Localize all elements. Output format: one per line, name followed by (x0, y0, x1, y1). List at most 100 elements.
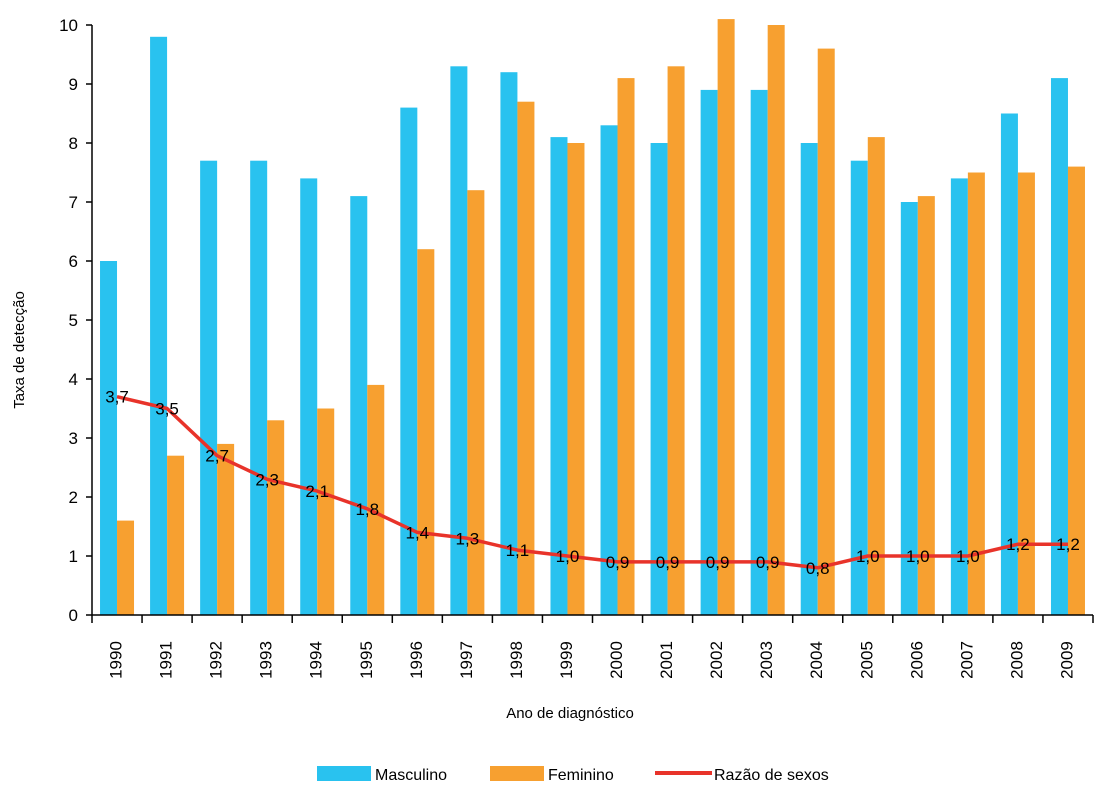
x-tick-label-1991: 1991 (157, 641, 176, 679)
bar-masculino-2004 (800, 143, 818, 615)
bar-feminino-2006 (917, 196, 935, 615)
bar-feminino-2001 (667, 66, 685, 616)
bar-feminino-2007 (967, 172, 985, 615)
bar-feminino-2004 (817, 48, 835, 616)
bar-masculino-2002 (700, 89, 718, 615)
ratio-data-label-1995: 1,8 (355, 500, 379, 519)
x-tick-label-1995: 1995 (357, 641, 376, 679)
bar-masculino-1994 (300, 178, 318, 615)
x-tick-label-2002: 2002 (707, 641, 726, 679)
bar-masculino-2009 (1050, 78, 1068, 616)
bar-masculino-2006 (900, 202, 918, 615)
x-tick-label-1997: 1997 (457, 641, 476, 679)
x-tick-label-2009: 2009 (1057, 641, 1076, 679)
bar-masculino-1995 (350, 196, 368, 615)
ratio-data-label-2005: 1,0 (856, 547, 880, 566)
bar-masculino-1999 (550, 137, 568, 615)
legend-label-razao-de-sexos: Razão de sexos (714, 767, 829, 783)
bar-masculino-1998 (500, 72, 518, 615)
x-tick-label-1992: 1992 (207, 641, 226, 679)
y-tick-label-3: 3 (69, 429, 78, 448)
ratio-data-label-1998: 1,1 (506, 541, 530, 560)
bar-masculino-1993 (250, 160, 268, 615)
ratio-data-label-2000: 0,9 (606, 553, 630, 572)
x-tick-label-1999: 1999 (557, 641, 576, 679)
bar-masculino-1996 (400, 107, 418, 615)
y-tick-label-9: 9 (69, 75, 78, 94)
bar-masculino-2007 (950, 178, 968, 615)
bar-feminino-1991 (167, 455, 185, 615)
ratio-data-label-2009: 1,2 (1056, 535, 1080, 554)
ratio-data-label-1990: 3,7 (105, 388, 129, 407)
legend: Masculino Feminino Razão de sexos (317, 766, 829, 784)
bar-feminino-2000 (617, 78, 635, 616)
y-tick-label-7: 7 (69, 193, 78, 212)
bar-feminino-1998 (517, 101, 535, 615)
x-tick-label-2004: 2004 (807, 641, 826, 679)
y-tick-label-5: 5 (69, 311, 78, 330)
ratio-data-label-1993: 2,3 (255, 470, 279, 489)
ratio-data-label-2008: 1,2 (1006, 535, 1030, 554)
ratio-data-label-2002: 0,9 (706, 553, 730, 572)
bars-layer (100, 19, 1085, 616)
data-labels: 3,7 3,5 2,7 2,3 2,1 1,8 1,4 1,3 1,1 1,0 0,9 0,9 0,9 0… (105, 388, 1080, 578)
bar-masculino-2001 (650, 143, 668, 615)
ratio-data-label-2004: 0,8 (806, 559, 830, 578)
x-tick-label-1994: 1994 (307, 641, 326, 679)
y-tick-label-0: 0 (69, 606, 78, 625)
x-tick-label-2006: 2006 (907, 641, 926, 679)
bar-feminino-1999 (567, 143, 585, 615)
x-tick-label-2003: 2003 (757, 641, 776, 679)
bar-masculino-2008 (1000, 113, 1018, 615)
x-ticks: 1990 1991 1992 1993 1994 1995 1996 1997 1998 1999… (91, 615, 1094, 679)
ratio-line-layer (116, 394, 1068, 570)
legend-swatch-feminino (490, 766, 544, 781)
x-tick-label-2000: 2000 (607, 641, 626, 679)
x-tick-label-1993: 1993 (257, 641, 276, 679)
x-tick-label-2001: 2001 (657, 641, 676, 679)
legend-label-feminino: Feminino (548, 767, 614, 783)
bar-masculino-1991 (150, 36, 168, 616)
legend-swatch-masculino (317, 766, 371, 781)
ratio-line (116, 394, 1068, 570)
bar-masculino-1990 (100, 261, 118, 615)
bar-masculino-2005 (850, 160, 868, 615)
x-tick-label-2008: 2008 (1007, 641, 1026, 679)
ratio-data-label-1992: 2,7 (205, 447, 229, 466)
bar-feminino-2005 (867, 137, 885, 615)
x-tick-label-1998: 1998 (507, 641, 526, 679)
legend-label-masculino: Masculino (375, 767, 447, 783)
x-tick-label-1990: 1990 (107, 641, 126, 679)
ratio-data-label-1997: 1,3 (456, 529, 480, 548)
bar-feminino-1993 (267, 420, 285, 615)
x-tick-label-2007: 2007 (957, 641, 976, 679)
bar-masculino-1997 (450, 66, 468, 616)
bar-feminino-1996 (417, 249, 435, 615)
y-tick-label-10: 10 (59, 16, 78, 35)
x-axis-title: Ano de diagnóstico (506, 705, 634, 722)
bar-feminino-1997 (467, 190, 485, 615)
bar-masculino-2003 (750, 89, 768, 615)
ratio-data-label-1999: 1,0 (556, 547, 580, 566)
x-tick-label-2005: 2005 (857, 641, 876, 679)
bar-feminino-1990 (117, 520, 135, 615)
bar-feminino-2003 (767, 25, 785, 615)
x-tick-label-1996: 1996 (407, 641, 426, 679)
bar-masculino-1992 (200, 160, 218, 615)
y-axis-title: Taxa de detecção (11, 291, 28, 409)
y-ticks: 0 1 2 3 4 5 6 7 8 9 10 (59, 16, 92, 625)
bar-feminino-1994 (317, 408, 335, 615)
ratio-data-label-2003: 0,9 (756, 553, 780, 572)
ratio-data-label-2001: 0,9 (656, 553, 680, 572)
ratio-data-label-1994: 2,1 (305, 482, 329, 501)
y-tick-label-1: 1 (69, 547, 78, 566)
bar-masculino-2000 (600, 125, 618, 616)
axes-layer (91, 25, 1093, 616)
y-tick-label-4: 4 (69, 370, 78, 389)
ratio-data-label-2007: 1,0 (956, 547, 980, 566)
bar-feminino-1995 (367, 384, 385, 615)
bar-feminino-2008 (1017, 172, 1035, 615)
y-tick-label-2: 2 (69, 488, 78, 507)
